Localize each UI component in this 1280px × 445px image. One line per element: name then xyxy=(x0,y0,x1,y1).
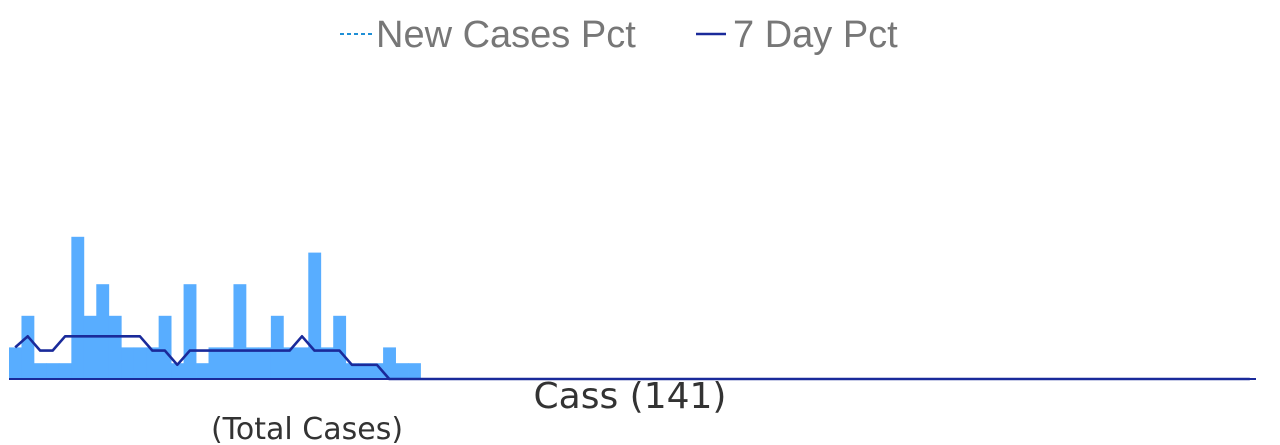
chart-subtitle: (Total Cases) xyxy=(211,412,403,445)
bar xyxy=(71,236,85,379)
bar xyxy=(333,315,347,379)
bar xyxy=(345,363,359,379)
bar xyxy=(146,347,160,379)
bar xyxy=(395,363,409,379)
bar xyxy=(171,363,184,379)
bar xyxy=(33,363,47,379)
bar xyxy=(183,284,197,379)
bar xyxy=(383,347,396,379)
seven-day-average-line xyxy=(14,334,1250,381)
bar xyxy=(220,347,234,379)
chart-title: Cass (141) xyxy=(534,376,727,417)
legend-label-7-day: 7 Day Pct xyxy=(733,14,898,56)
legend-label-new-cases: New Cases Pct xyxy=(376,14,636,56)
bar xyxy=(133,347,147,379)
bar xyxy=(96,284,110,379)
bar xyxy=(408,363,421,379)
bar xyxy=(196,363,209,379)
bar xyxy=(158,315,172,379)
bar xyxy=(320,347,334,379)
bar xyxy=(121,347,135,379)
bar xyxy=(358,363,372,379)
bar xyxy=(258,347,272,379)
bar xyxy=(295,347,309,379)
bar xyxy=(46,363,60,379)
bar xyxy=(270,315,284,379)
legend: New Cases Pct 7 Day Pct xyxy=(340,14,898,56)
bar xyxy=(58,363,72,379)
bar xyxy=(208,347,222,379)
bar xyxy=(233,284,247,379)
bar xyxy=(245,347,259,379)
bar xyxy=(83,315,97,379)
bar-series xyxy=(9,236,421,379)
bar xyxy=(21,315,35,379)
bar xyxy=(108,315,122,379)
bar xyxy=(283,347,297,379)
bar xyxy=(9,347,22,379)
bar xyxy=(308,252,322,379)
